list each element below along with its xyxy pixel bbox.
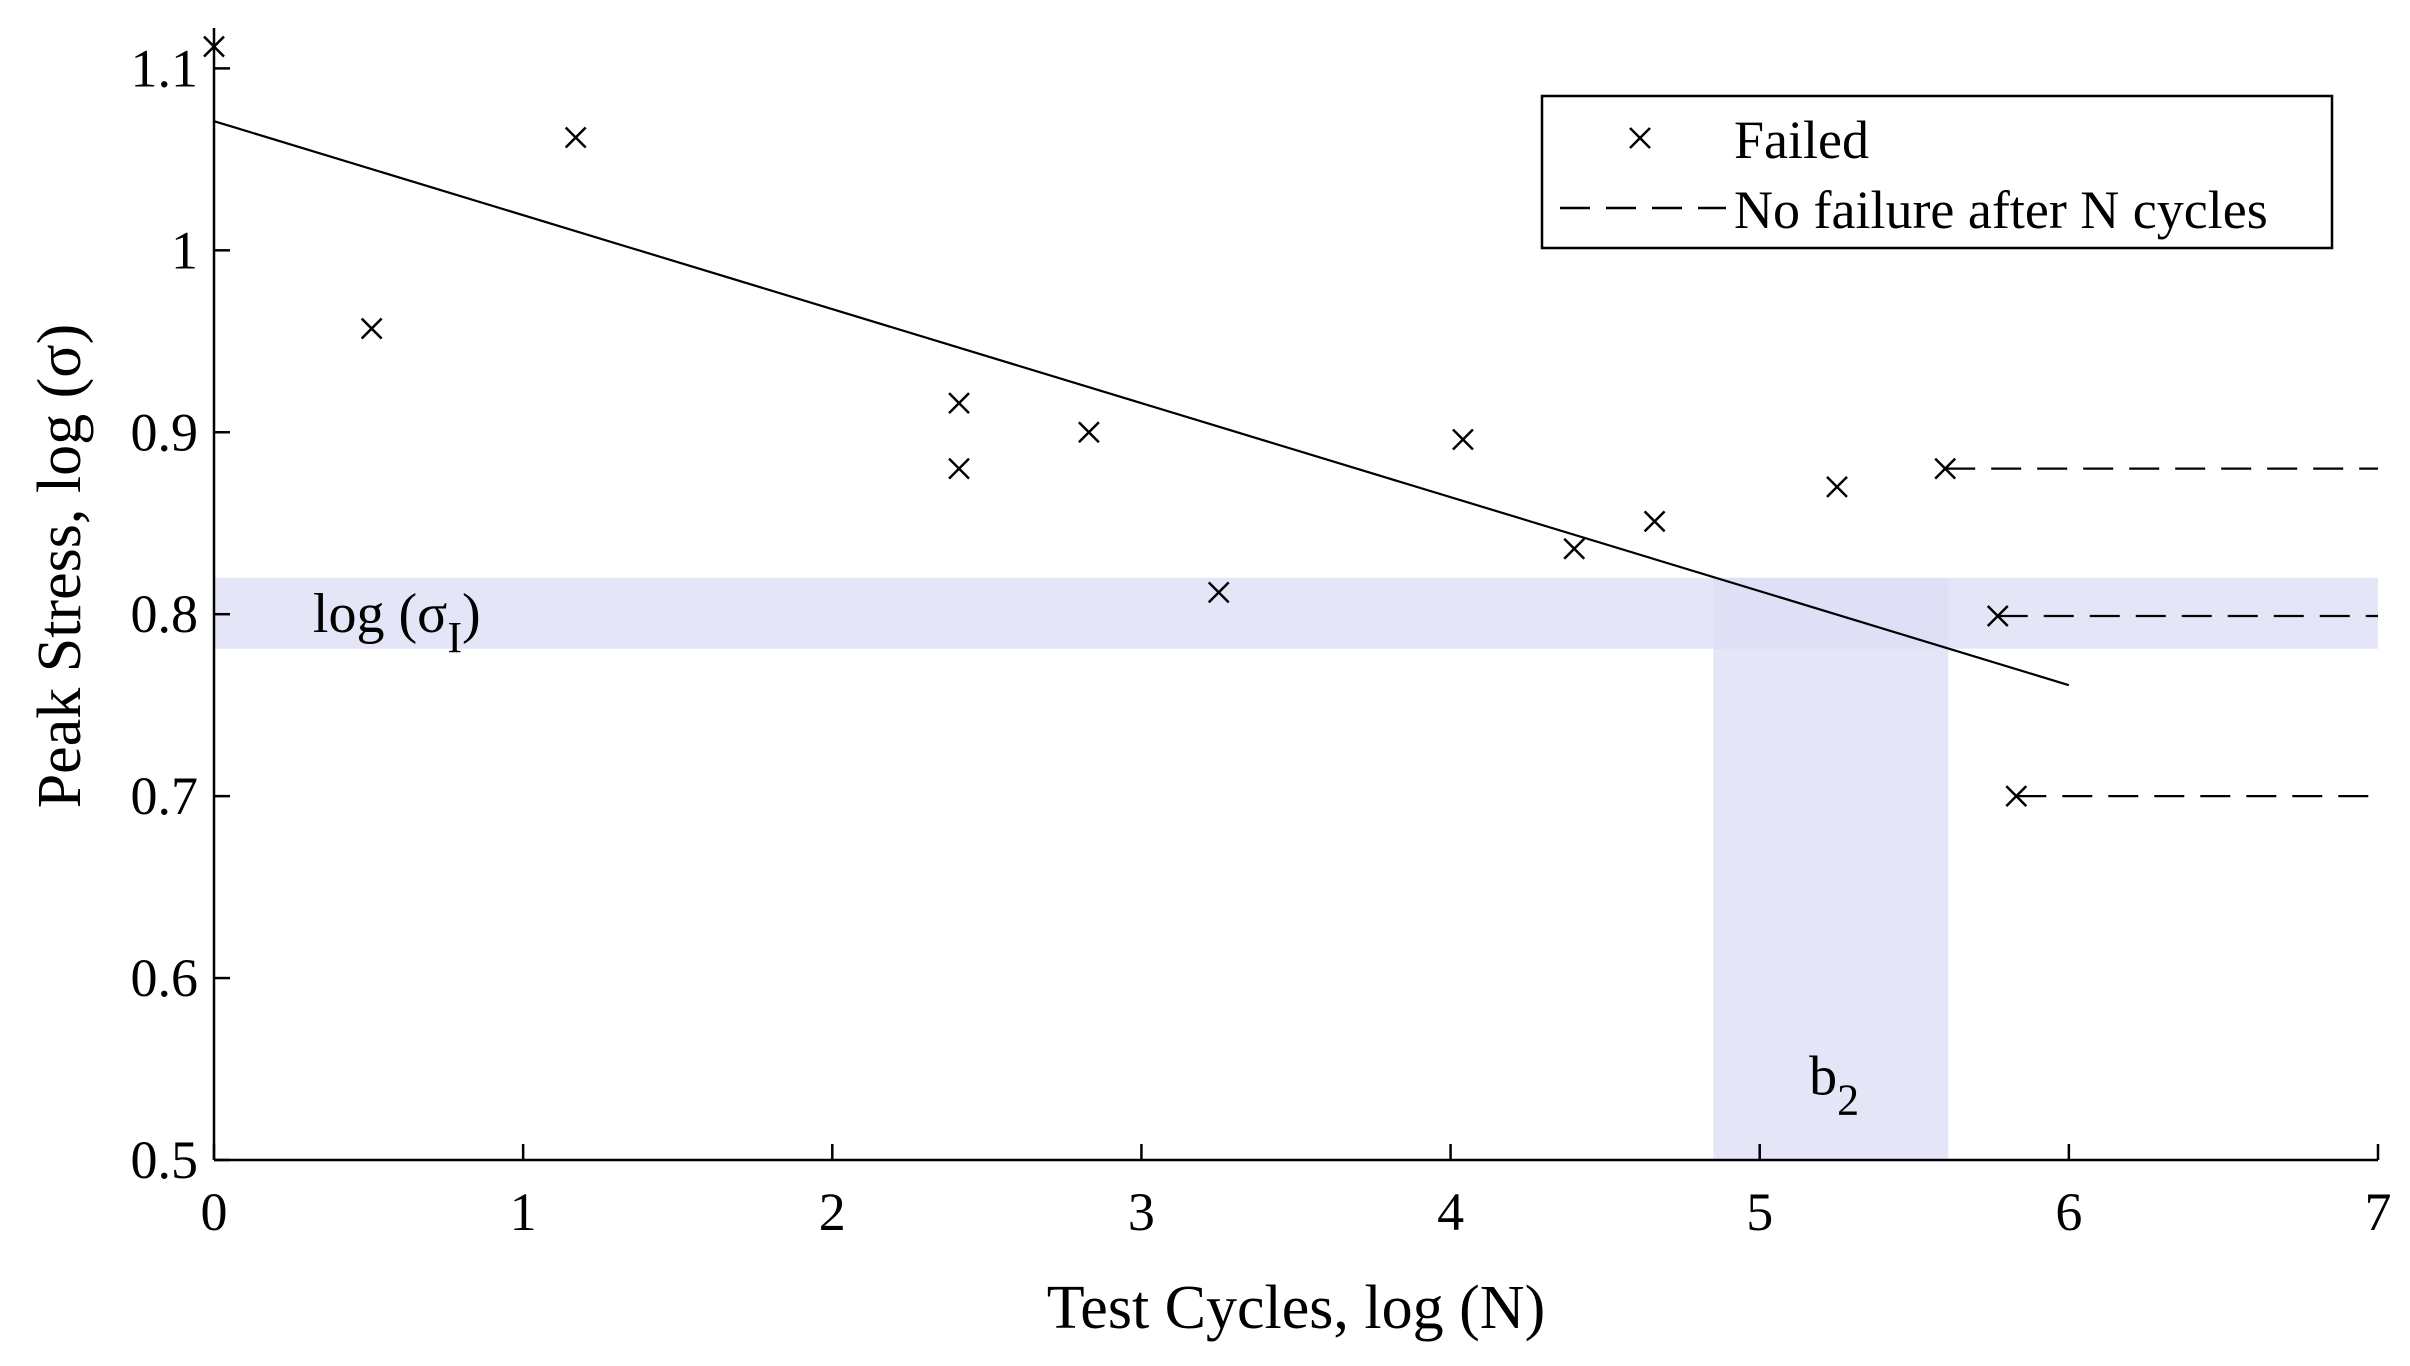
b2-band bbox=[1713, 577, 1949, 1160]
y-tick-label: 1.1 bbox=[131, 38, 199, 98]
x-tick-label: 3 bbox=[1128, 1182, 1155, 1242]
legend-x-marker-icon bbox=[1629, 127, 1651, 149]
y-axis-title: Peak Stress, log (σ) bbox=[26, 324, 94, 809]
x-tick-label: 1 bbox=[510, 1182, 537, 1242]
data-point-x-marker bbox=[948, 457, 970, 480]
marker-stroke bbox=[948, 457, 970, 480]
fit-line-group bbox=[213, 120, 2070, 687]
marker-stroke bbox=[2005, 785, 2028, 808]
marker-stroke bbox=[1452, 428, 1474, 451]
marker-stroke bbox=[1826, 475, 1848, 498]
data-point-x-marker bbox=[203, 35, 225, 58]
legend: Failed No failure after N cycles bbox=[1540, 94, 2334, 250]
x-axis-title: Test Cycles, log (N) bbox=[1047, 1274, 1545, 1342]
data-point-x-marker bbox=[948, 392, 970, 415]
axes bbox=[212, 28, 2378, 1162]
legend-label-no-failure: No failure after N cycles bbox=[1734, 180, 2268, 240]
b2-annotation: b2 bbox=[1809, 1045, 1859, 1124]
legend-label-failed: Failed bbox=[1734, 110, 1869, 170]
data-points-group bbox=[203, 35, 2028, 808]
marker-stroke bbox=[1986, 605, 2009, 627]
x-tick-label: 4 bbox=[1437, 1182, 1464, 1242]
marker-stroke bbox=[1207, 581, 1230, 604]
data-point-x-marker bbox=[1207, 581, 1230, 604]
data-point-x-marker bbox=[1934, 457, 1957, 480]
y-tick-label: 0.8 bbox=[131, 584, 199, 644]
y-tick-label: 0.6 bbox=[131, 948, 199, 1008]
data-point-x-marker bbox=[564, 126, 587, 149]
sigma-annotation: log (σI) bbox=[313, 583, 481, 662]
ticks: 0 1 2 3 4 5 6 7 0.5 0.6 0.7 0.8 0.9 1 1.1 bbox=[131, 38, 2392, 1242]
x-tick-label: 6 bbox=[2055, 1182, 2082, 1242]
y-tick-label: 0.9 bbox=[131, 402, 199, 462]
marker-stroke bbox=[1643, 510, 1666, 533]
marker-stroke bbox=[1077, 421, 1100, 444]
data-point-x-marker bbox=[1643, 510, 1666, 533]
data-point-x-marker bbox=[1452, 428, 1474, 451]
sigma-band bbox=[214, 577, 2378, 649]
data-point-x-marker bbox=[1563, 537, 1586, 560]
marker-stroke bbox=[203, 35, 225, 58]
marker-stroke bbox=[948, 392, 970, 415]
shaded-regions bbox=[214, 577, 2378, 1160]
y-tick-label: 1 bbox=[171, 220, 198, 280]
x-tick-label: 0 bbox=[201, 1182, 228, 1242]
marker-stroke bbox=[564, 126, 587, 149]
x-tick-label: 2 bbox=[819, 1182, 846, 1242]
data-point-x-marker bbox=[360, 317, 383, 340]
x-tick-label: 5 bbox=[1746, 1182, 1773, 1242]
legend-box bbox=[1540, 94, 2334, 250]
marker-stroke bbox=[1934, 457, 1957, 480]
marker-stroke bbox=[1563, 537, 1586, 560]
marker-stroke bbox=[1629, 127, 1651, 149]
y-tick-label: 0.7 bbox=[131, 766, 199, 826]
data-point-x-marker bbox=[1986, 605, 2009, 627]
x-tick-label: 7 bbox=[2365, 1182, 2392, 1242]
annotations-group: log (σI) b2 bbox=[313, 583, 1859, 1124]
y-tick-label: 0.5 bbox=[131, 1130, 199, 1190]
data-point-x-marker bbox=[2005, 785, 2028, 808]
marker-stroke bbox=[360, 317, 383, 340]
data-point-x-marker bbox=[1826, 475, 1848, 498]
dashed-lines-group bbox=[1945, 467, 2378, 798]
data-point-x-marker bbox=[1077, 421, 1100, 444]
fit-line bbox=[213, 120, 2070, 687]
